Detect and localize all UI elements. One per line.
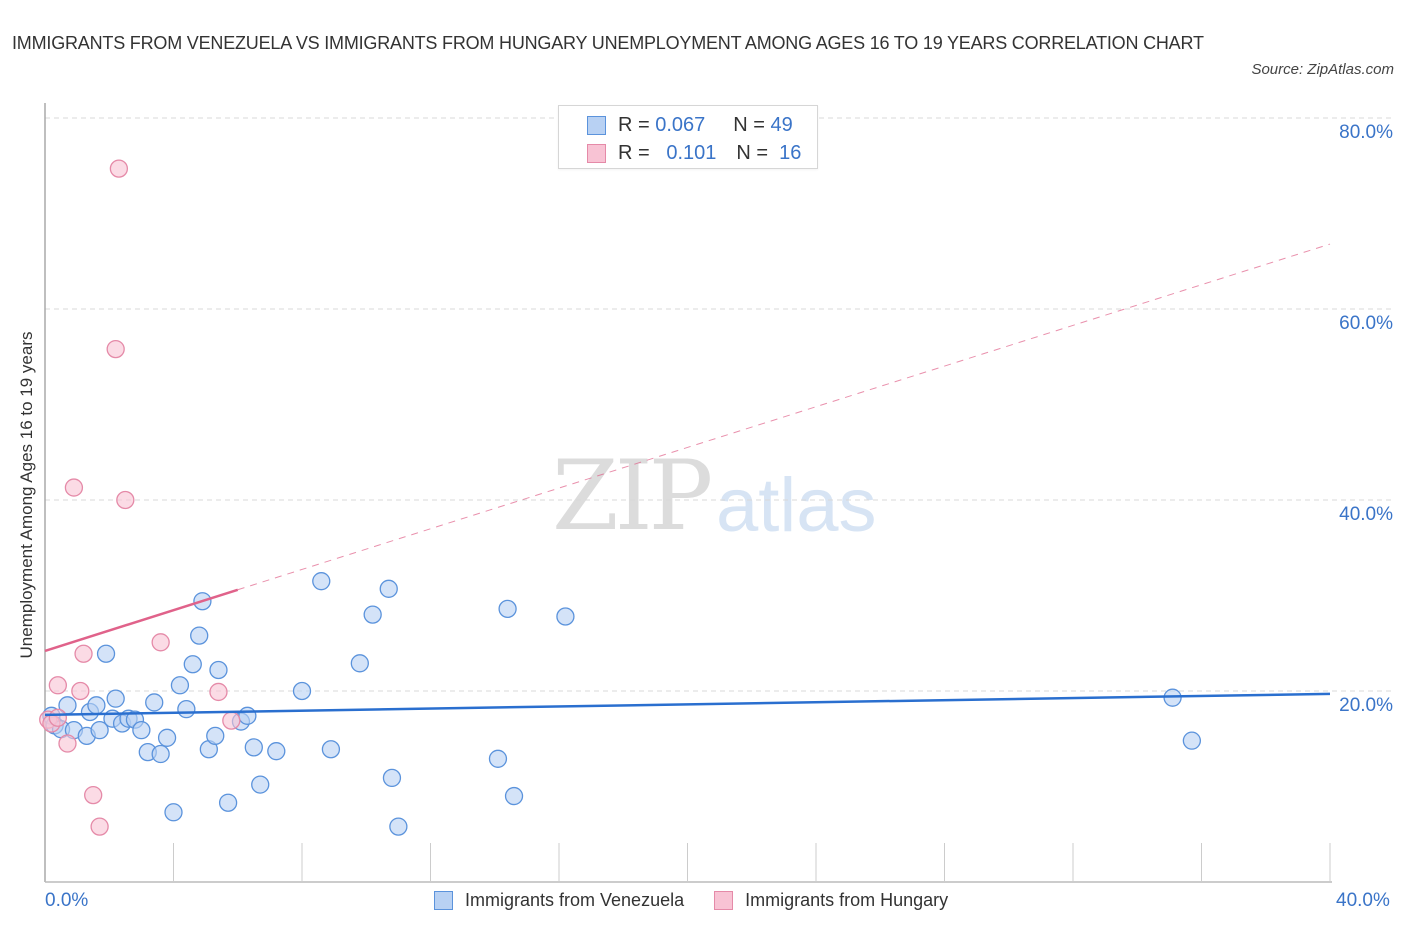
venezuela-point <box>218 793 238 812</box>
hungary-point <box>90 817 109 836</box>
hungary-point <box>58 734 77 753</box>
legend-label: Immigrants from Venezuela <box>465 890 685 910</box>
source-label: Source: ZipAtlas.com <box>1251 61 1394 78</box>
x-tick-max: 40.0% <box>1336 890 1390 911</box>
n-label: N = <box>733 113 765 136</box>
n-value: 16 <box>779 141 802 164</box>
venezuela-point <box>244 738 263 757</box>
hungary-point <box>151 633 170 652</box>
r-value: 0.067 <box>655 113 706 136</box>
y-tick-label: 80.0% <box>1339 122 1393 143</box>
legend-row-hungary: R = 0.101 N = 16 <box>587 141 801 165</box>
hungary-point <box>116 490 135 510</box>
hungary-point <box>48 676 67 695</box>
legend-row-venezuela: R = 0.067 N = 49 <box>587 113 793 137</box>
venezuela-point <box>164 803 183 822</box>
hungary-point <box>84 785 103 805</box>
venezuela-trend-line <box>44 692 1331 717</box>
hungary-point <box>106 339 125 359</box>
watermark-atlas: atlas <box>716 463 877 548</box>
y-tick-label: 40.0% <box>1339 504 1393 525</box>
venezuela-swatch-icon <box>434 891 453 910</box>
venezuela-point <box>488 749 508 768</box>
hungary-point <box>209 682 228 702</box>
n-label: N = <box>736 141 769 164</box>
y-axis-label: Unemployment Among Ages 16 to 19 years <box>17 331 36 659</box>
hungary-point <box>64 478 84 497</box>
venezuela-point <box>321 740 341 759</box>
venezuela-point <box>267 742 286 761</box>
hungary-point <box>71 681 90 701</box>
venezuela-point <box>183 655 202 674</box>
hungary-trend-line <box>44 588 239 653</box>
venezuela-point <box>363 605 382 624</box>
hungary-point <box>48 708 67 727</box>
venezuela-point <box>389 817 408 836</box>
venezuela-point <box>1182 731 1202 750</box>
hungary-point <box>222 711 241 730</box>
hungary-swatch-icon <box>587 143 606 163</box>
venezuela-point <box>251 775 270 794</box>
watermark-zip: ZIP <box>552 440 713 552</box>
venezuela-point <box>106 689 125 708</box>
venezuela-point <box>379 579 398 598</box>
venezuela-point <box>504 786 524 806</box>
r-value: 0.101 <box>666 141 717 164</box>
hungary-swatch-icon <box>714 891 734 910</box>
hungary-trend-extended <box>237 243 1331 591</box>
venezuela-point <box>556 607 575 626</box>
legend-item-hungary[interactable]: Immigrants from Hungary <box>714 890 948 911</box>
trend-lines <box>237 243 1331 591</box>
y-tick-label: 20.0% <box>1339 695 1393 716</box>
venezuela-point <box>190 626 209 645</box>
chart-title: IMMIGRANTS FROM VENEZUELA VS IMMIGRANTS … <box>12 33 1204 53</box>
venezuela-point <box>350 654 369 673</box>
venezuela-point <box>498 599 517 619</box>
axes <box>44 103 1332 883</box>
venezuela-swatch-icon <box>587 115 606 135</box>
r-label: R = <box>618 113 650 136</box>
venezuela-point <box>87 696 106 715</box>
venezuela-point <box>151 744 170 764</box>
legend-item-venezuela[interactable]: Immigrants from Venezuela <box>434 890 684 911</box>
venezuela-point <box>177 699 196 719</box>
stats-legend: R = 0.067 N = 49 R = 0.101 N = 16 <box>558 105 818 169</box>
gridlines <box>45 117 1393 692</box>
venezuela-point <box>238 706 257 725</box>
data-points <box>39 159 1331 836</box>
venezuela-point <box>292 681 312 701</box>
series-legend: Immigrants from Venezuela Immigrants fro… <box>434 890 978 911</box>
r-label: R = <box>618 141 650 164</box>
venezuela-point <box>209 660 228 680</box>
venezuela-point <box>170 676 190 695</box>
venezuela-point <box>157 728 177 747</box>
legend-label: Immigrants from Hungary <box>745 890 949 910</box>
hungary-point <box>109 159 129 178</box>
hungary-point <box>74 644 93 663</box>
venezuela-point <box>206 726 225 746</box>
venezuela-point <box>90 721 109 740</box>
n-value: 49 <box>770 113 793 136</box>
venezuela-point <box>312 572 331 591</box>
venezuela-point <box>145 693 164 712</box>
venezuela-point <box>382 768 402 788</box>
y-tick-label: 60.0% <box>1339 313 1393 334</box>
x-tick-min: 0.0% <box>45 890 89 911</box>
venezuela-point <box>132 721 151 740</box>
venezuela-point <box>96 644 116 663</box>
